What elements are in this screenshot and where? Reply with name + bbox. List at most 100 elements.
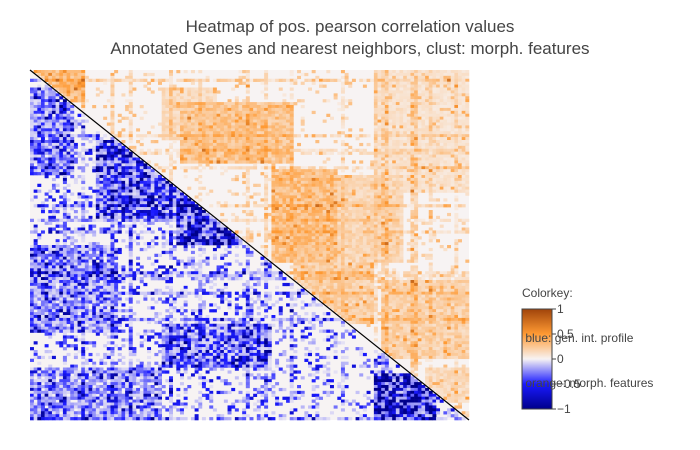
heatmap-cell bbox=[308, 192, 312, 196]
heatmap-cell bbox=[300, 245, 305, 249]
heatmap-cell bbox=[264, 183, 269, 187]
heatmap-cell bbox=[275, 195, 280, 199]
heatmap-cell bbox=[40, 157, 45, 161]
heatmap-cell bbox=[436, 116, 441, 120]
heatmap-cell bbox=[439, 157, 444, 161]
heatmap-cell bbox=[304, 78, 309, 82]
heatmap-cell bbox=[81, 195, 86, 199]
heatmap-cell bbox=[132, 198, 137, 202]
heatmap-cell bbox=[428, 137, 433, 141]
heatmap-cell bbox=[333, 247, 338, 252]
heatmap-cell bbox=[425, 183, 430, 187]
heatmap-cell bbox=[399, 204, 404, 208]
heatmap-cell bbox=[315, 195, 320, 199]
heatmap-cell bbox=[216, 107, 221, 112]
heatmap-cell bbox=[392, 242, 397, 246]
heatmap-cell bbox=[245, 110, 250, 115]
heatmap-cell bbox=[132, 180, 137, 185]
heatmap-cell bbox=[30, 169, 34, 173]
heatmap-cell bbox=[70, 96, 75, 100]
heatmap-cell bbox=[333, 227, 338, 231]
heatmap-cell bbox=[454, 107, 459, 112]
heatmap-cell bbox=[384, 81, 389, 85]
heatmap-cell bbox=[231, 145, 236, 150]
heatmap-cell bbox=[179, 90, 184, 94]
heatmap-cell bbox=[377, 134, 382, 138]
heatmap-cell bbox=[406, 242, 411, 246]
heatmap-cell bbox=[428, 160, 433, 164]
heatmap-cell bbox=[154, 175, 159, 179]
heatmap-cell bbox=[410, 204, 415, 208]
heatmap-cell bbox=[62, 230, 67, 234]
heatmap-cell bbox=[403, 145, 408, 150]
heatmap-cell bbox=[40, 218, 45, 222]
heatmap-cell bbox=[406, 166, 411, 170]
heatmap-cell bbox=[62, 210, 67, 214]
heatmap-cell bbox=[114, 183, 119, 187]
heatmap-cell bbox=[439, 177, 444, 182]
heatmap-cell bbox=[414, 247, 419, 252]
heatmap-cell bbox=[59, 131, 64, 135]
heatmap-cell bbox=[114, 145, 119, 150]
heatmap-cell bbox=[143, 166, 148, 170]
heatmap-cell bbox=[132, 201, 137, 205]
heatmap-cell bbox=[384, 207, 389, 211]
heatmap-cell bbox=[447, 116, 452, 120]
heatmap-cell bbox=[216, 142, 221, 147]
heatmap-cell bbox=[106, 207, 111, 211]
heatmap-cell bbox=[70, 116, 75, 120]
heatmap-cell bbox=[201, 113, 206, 117]
heatmap-cell bbox=[106, 189, 111, 193]
heatmap-cell bbox=[315, 172, 320, 176]
heatmap-cell bbox=[81, 180, 86, 185]
heatmap-cell bbox=[172, 96, 177, 100]
heatmap-cell bbox=[465, 140, 470, 144]
heatmap-cell bbox=[304, 175, 309, 179]
heatmap-cell bbox=[370, 245, 375, 249]
heatmap-cell bbox=[348, 102, 353, 106]
heatmap-cell bbox=[399, 84, 404, 88]
heatmap-cell bbox=[198, 78, 203, 82]
heatmap-cell bbox=[458, 180, 462, 185]
heatmap-cell bbox=[264, 142, 269, 147]
heatmap-cell bbox=[223, 204, 228, 208]
heatmap-cell bbox=[201, 107, 206, 112]
heatmap-cell bbox=[432, 183, 437, 187]
heatmap-cell bbox=[40, 160, 45, 164]
heatmap-cell bbox=[154, 78, 159, 82]
heatmap-cell bbox=[286, 212, 291, 217]
heatmap-cell bbox=[73, 204, 78, 208]
heatmap-cell bbox=[59, 151, 64, 155]
heatmap-cell bbox=[205, 163, 210, 167]
heatmap-cell bbox=[92, 230, 97, 234]
heatmap-cell bbox=[88, 195, 93, 199]
heatmap-cell bbox=[359, 166, 364, 170]
heatmap-cell bbox=[428, 116, 433, 120]
heatmap-cell bbox=[161, 131, 166, 135]
heatmap-cell bbox=[315, 207, 320, 211]
heatmap-cell bbox=[245, 239, 250, 243]
heatmap-cell bbox=[384, 236, 389, 240]
heatmap-cell bbox=[450, 122, 455, 126]
heatmap-cell bbox=[110, 81, 115, 85]
heatmap-cell bbox=[99, 195, 104, 199]
heatmap-cell bbox=[421, 163, 426, 167]
heatmap-cell bbox=[395, 227, 400, 231]
heatmap-cell bbox=[242, 180, 247, 185]
heatmap-cell bbox=[458, 116, 462, 120]
heatmap-cell bbox=[282, 157, 287, 161]
heatmap-cell bbox=[278, 145, 283, 150]
heatmap-cell bbox=[373, 84, 378, 88]
heatmap-cell bbox=[81, 128, 86, 132]
heatmap-cell bbox=[384, 204, 389, 208]
heatmap-cell bbox=[322, 210, 327, 214]
heatmap-cell bbox=[300, 105, 305, 109]
heatmap-cell bbox=[245, 172, 250, 176]
heatmap-cell bbox=[264, 198, 269, 202]
heatmap-cell bbox=[117, 145, 122, 150]
heatmap-cell bbox=[190, 90, 195, 94]
heatmap-cell bbox=[289, 134, 294, 138]
heatmap-cell bbox=[388, 134, 393, 138]
heatmap-cell bbox=[461, 131, 466, 135]
heatmap-cell bbox=[55, 230, 60, 234]
